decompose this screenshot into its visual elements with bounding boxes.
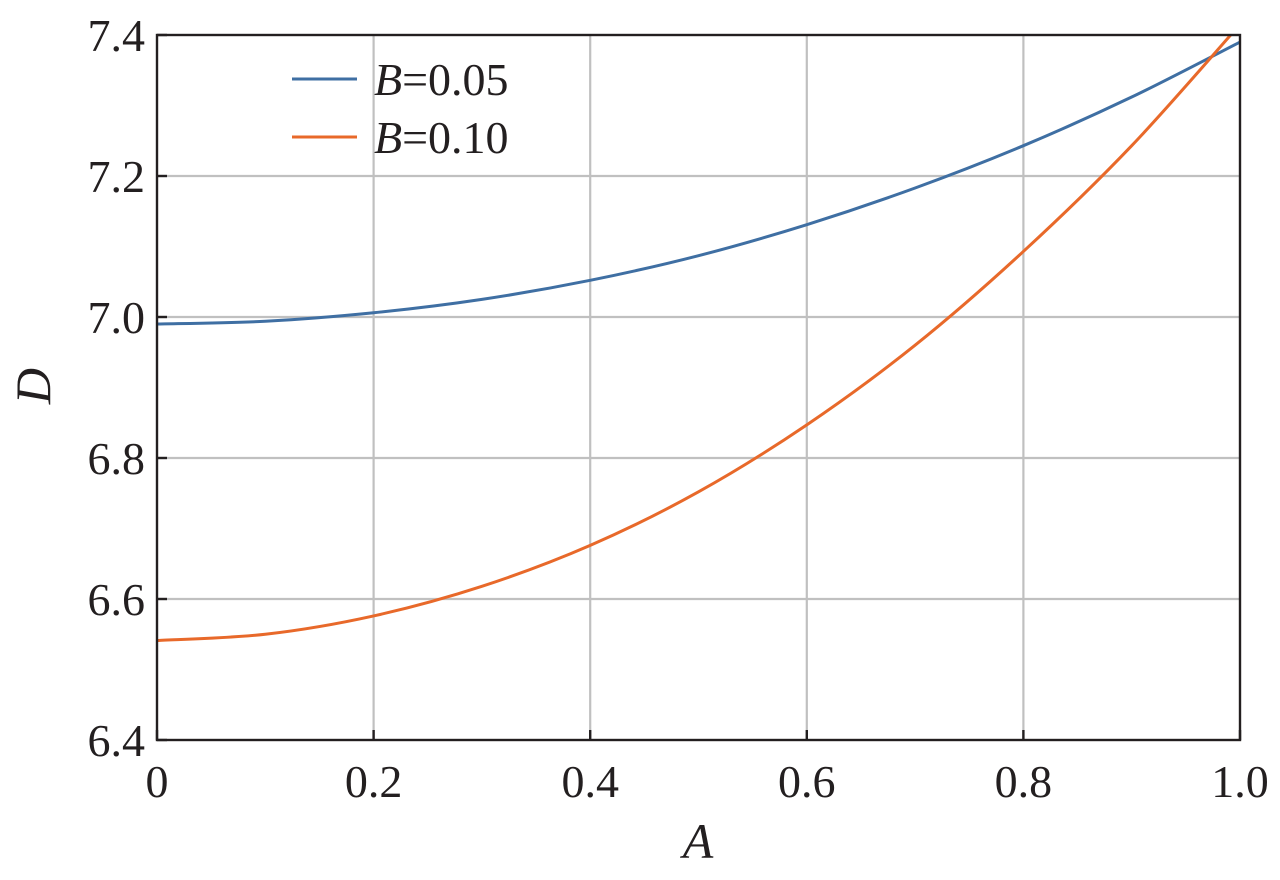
legend-entry-0: B=0.05	[292, 54, 509, 105]
series-line-0	[157, 40, 1240, 326]
y-tick-label: 6.8	[88, 433, 146, 484]
y-tick-label: 7.2	[88, 151, 146, 202]
plot-frame	[155, 33, 1242, 742]
x-tick-label: 0.6	[778, 756, 836, 807]
legend: B=0.05 B=0.10	[292, 54, 509, 163]
legend-label-1: B=0.10	[374, 112, 509, 163]
tick-marks	[155, 33, 1242, 742]
y-tick-label: 7.0	[88, 292, 146, 343]
legend-entry-1: B=0.10	[292, 112, 509, 163]
y-axis-label: D	[5, 368, 61, 405]
x-tick-label: 1.0	[1211, 756, 1269, 807]
series-layer	[157, 35, 1240, 643]
y-tick-label: 6.4	[88, 715, 146, 766]
y-tick-label: 6.6	[88, 574, 146, 625]
x-axis-label: A	[680, 813, 714, 869]
x-tick-label: 0.2	[345, 756, 403, 807]
x-tick-label: 0.8	[995, 756, 1053, 807]
x-tick-label: 0.4	[561, 756, 619, 807]
y-tick-labels: 6.4 6.6 6.8 7.0 7.2 7.4	[88, 10, 146, 766]
y-tick-label: 7.4	[88, 10, 146, 61]
series-line-1	[157, 35, 1233, 643]
legend-label-0: B=0.05	[374, 54, 509, 105]
x-tick-labels: 0 0.2 0.4 0.6 0.8 1.0	[146, 756, 1269, 807]
grid	[157, 35, 1240, 740]
x-tick-label: 0	[146, 756, 169, 807]
